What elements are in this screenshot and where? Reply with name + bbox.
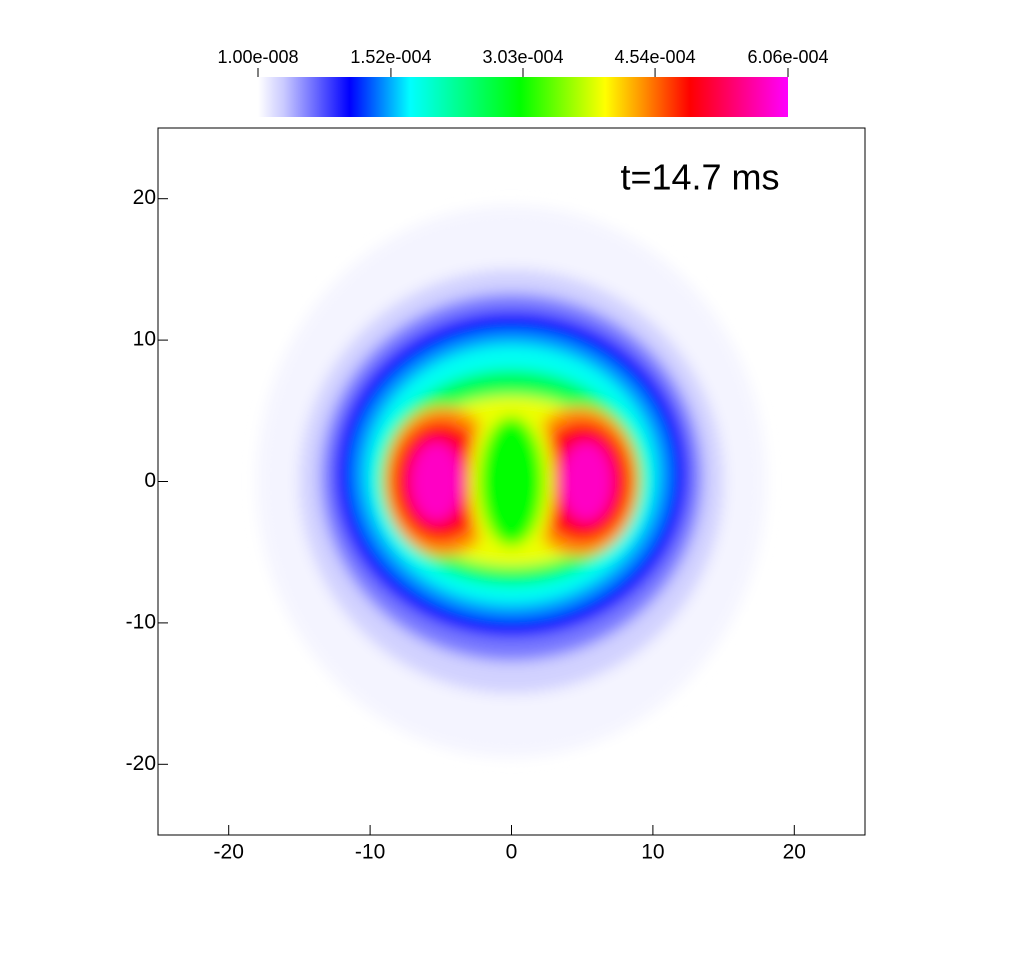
annotation: t=14.7 ms [620,157,779,198]
x-tick-label: -10 [355,841,385,864]
colorbar-tick-label: 3.03e-004 [482,47,563,67]
x-tick-label: 10 [641,841,664,864]
colorbar-tick-label: 1.52e-004 [350,47,431,67]
x-tick-label: 20 [783,841,806,864]
y-tick-label: 20 [133,186,156,209]
y-tick-label: -10 [126,610,156,633]
colorbar-tick-label: 1.00e-008 [217,47,298,67]
field [256,205,767,758]
y-tick-label: 10 [133,328,156,351]
y-tick-label: -20 [126,752,156,775]
colorbar-tick-label: 6.06e-004 [747,47,828,67]
contour-region [478,416,545,547]
colorbar [258,77,788,117]
contour-region [560,441,612,522]
colorbar-tick-label: 4.54e-004 [615,47,696,67]
contour-region [411,441,463,522]
x-tick-label: 0 [506,841,518,864]
x-tick-label: -20 [214,841,244,864]
y-tick-label: 0 [144,469,156,492]
